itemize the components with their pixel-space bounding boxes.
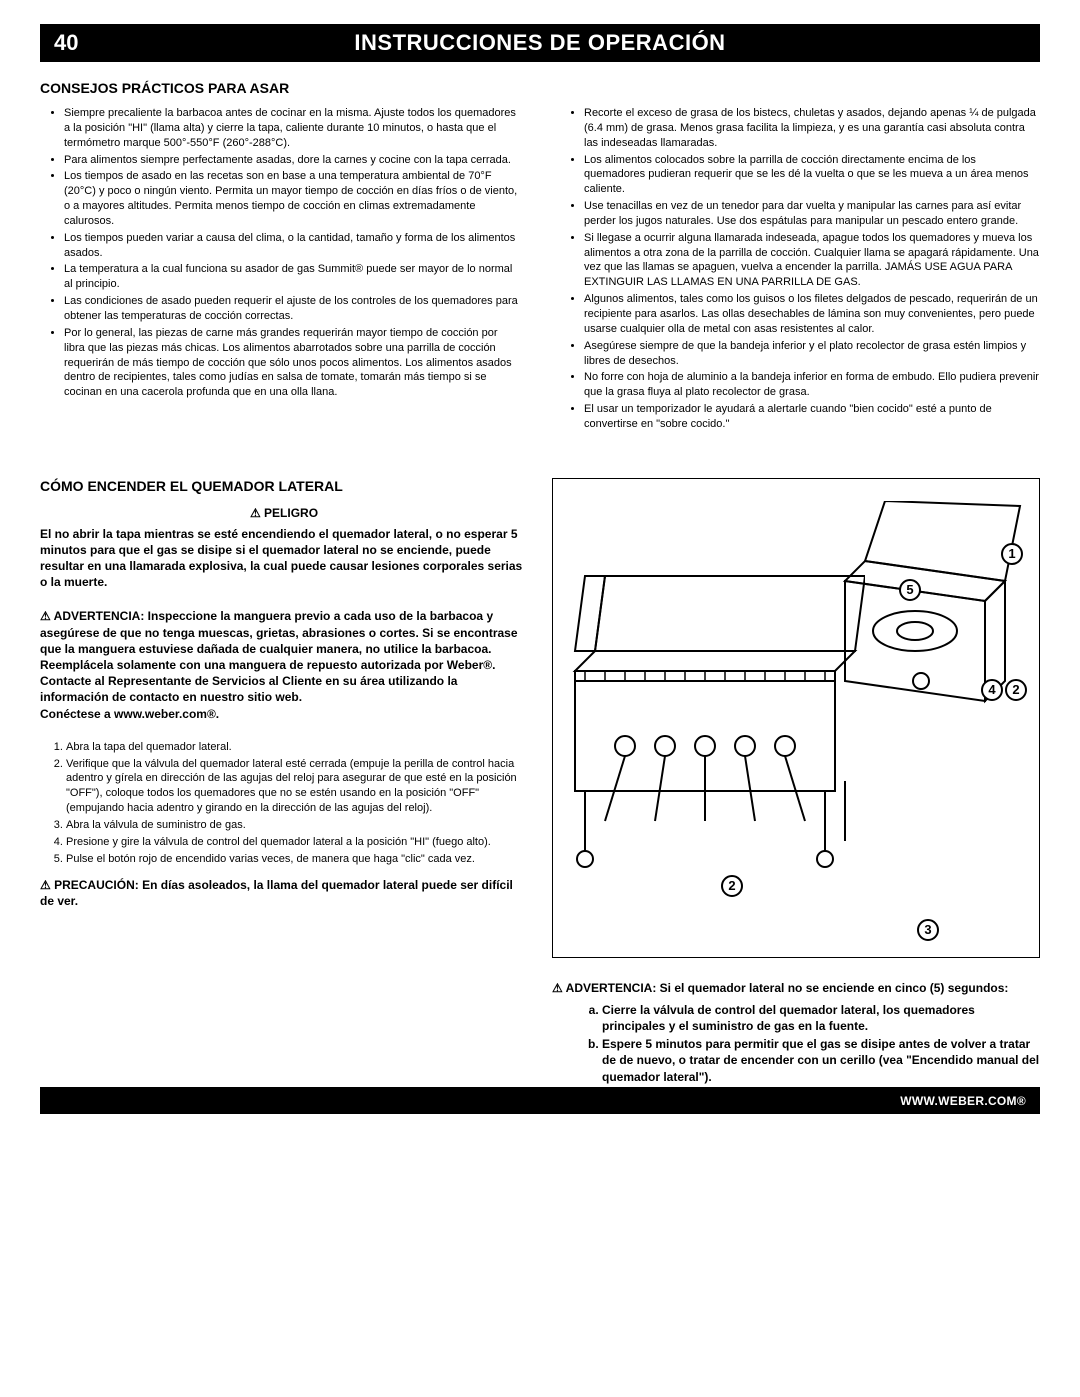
- tip-item: Los alimentos colocados sobre la parrill…: [584, 153, 1040, 198]
- page-title: INSTRUCCIONES DE OPERACIÓN: [114, 30, 966, 56]
- right-warning-list: Cierre la válvula de control del quemado…: [552, 1002, 1040, 1085]
- tip-item: Para alimentos siempre perfectamente asa…: [64, 153, 520, 168]
- step-item: Presione y gire la válvula de control de…: [66, 835, 528, 850]
- tip-item: Los tiempos pueden variar a causa del cl…: [64, 231, 520, 261]
- tip-item: Use tenacillas en vez de un tenedor para…: [584, 199, 1040, 229]
- tips-right-list: Recorte el exceso de grasa de los bistec…: [560, 106, 1040, 432]
- tips-left-list: Siempre precaliente la barbacoa antes de…: [40, 106, 520, 400]
- tip-item: Siempre precaliente la barbacoa antes de…: [64, 106, 520, 151]
- warning-text: ⚠ ADVERTENCIA: Inspeccione la manguera p…: [40, 608, 528, 721]
- tips-right-col: Recorte el exceso de grasa de los bistec…: [560, 106, 1040, 434]
- tip-item: Si llegase a ocurrir alguna llamarada in…: [584, 231, 1040, 290]
- diagram-section: 1 5 2 4 2 3 ⚠ ADVERTENCIA: Si el quemado…: [552, 478, 1040, 1087]
- tip-item: Algunos alimentos, tales como los guisos…: [584, 292, 1040, 337]
- warning-item: Espere 5 minutos para permitir que el ga…: [602, 1036, 1040, 1085]
- right-warning-text: ⚠ ADVERTENCIA: Si el quemador lateral no…: [552, 980, 1040, 996]
- callout-5: 5: [899, 579, 921, 601]
- callout-1: 1: [1001, 543, 1023, 565]
- step-item: Abra la tapa del quemador lateral.: [66, 740, 528, 755]
- step-item: Verifique que la válvula del quemador la…: [66, 757, 528, 816]
- tip-item: La temperatura a la cual funciona su asa…: [64, 262, 520, 292]
- steps-list: Abra la tapa del quemador lateral. Verif…: [40, 740, 528, 867]
- diagram-box: 1 5 2 4 2 3: [552, 478, 1040, 958]
- footer-url: WWW.WEBER.COM®: [900, 1094, 1026, 1108]
- tip-item: No forre con hoja de aluminio a la bande…: [584, 370, 1040, 400]
- page-number: 40: [54, 30, 114, 56]
- tip-item: Por lo general, las piezas de carne más …: [64, 326, 520, 400]
- danger-text: El no abrir la tapa mientras se esté enc…: [40, 526, 528, 591]
- tip-item: Recorte el exceso de grasa de los bistec…: [584, 106, 1040, 151]
- callout-2: 2: [1005, 679, 1027, 701]
- tip-item: Los tiempos de asado en las recetas son …: [64, 169, 520, 228]
- tip-item: Asegúrese siempre de que la bandeja infe…: [584, 339, 1040, 369]
- tips-columns: Siempre precaliente la barbacoa antes de…: [40, 106, 1040, 434]
- warning-item: Cierre la válvula de control del quemado…: [602, 1002, 1040, 1034]
- tip-item: El usar un temporizador le ayudará a ale…: [584, 402, 1040, 432]
- callout-2b: 2: [721, 875, 743, 897]
- step-item: Abra la válvula de suministro de gas.: [66, 818, 528, 833]
- danger-label: ⚠ PELIGRO: [40, 506, 528, 520]
- page: 40 INSTRUCCIONES DE OPERACIÓN CONSEJOS P…: [0, 0, 1080, 1087]
- lower-section: CÓMO ENCENDER EL QUEMADOR LATERAL ⚠ PELI…: [40, 478, 1040, 1087]
- tip-item: Las condiciones de asado pueden requerir…: [64, 294, 520, 324]
- side-burner-section: CÓMO ENCENDER EL QUEMADOR LATERAL ⚠ PELI…: [40, 478, 528, 1087]
- header-bar: 40 INSTRUCCIONES DE OPERACIÓN: [40, 24, 1040, 62]
- grill-icon: [565, 521, 865, 881]
- side-burner-title: CÓMO ENCENDER EL QUEMADOR LATERAL: [40, 478, 528, 494]
- step-item: Pulse el botón rojo de encendido varias …: [66, 852, 528, 867]
- callout-3: 3: [917, 919, 939, 941]
- footer-bar: WWW.WEBER.COM®: [40, 1089, 1040, 1114]
- precaution-text: ⚠ PRECAUCIÓN: En días asoleados, la llam…: [40, 877, 528, 909]
- tips-title: CONSEJOS PRÁCTICOS PARA ASAR: [40, 80, 1040, 96]
- callout-4: 4: [981, 679, 1003, 701]
- tips-left-col: Siempre precaliente la barbacoa antes de…: [40, 106, 520, 434]
